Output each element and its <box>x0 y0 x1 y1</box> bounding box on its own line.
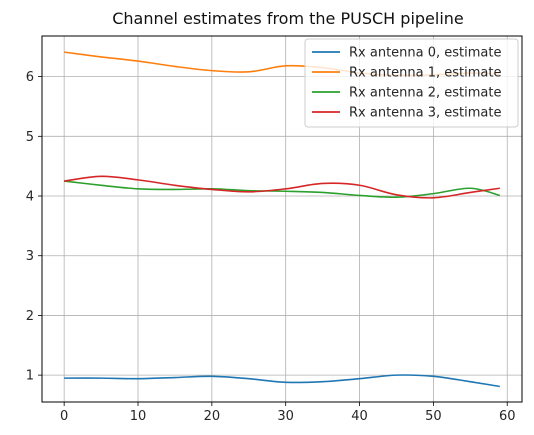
legend-label: Rx antenna 2, estimate <box>349 86 501 101</box>
y-tick-label: 1 <box>26 369 34 384</box>
y-tick-label: 3 <box>26 249 34 264</box>
x-tick-label: 40 <box>351 409 368 424</box>
y-tick-label: 2 <box>26 309 34 324</box>
x-tick-label: 0 <box>60 409 68 424</box>
legend-label: Rx antenna 1, estimate <box>349 66 501 81</box>
x-tick-label: 60 <box>499 409 516 424</box>
x-tick-label: 10 <box>130 409 147 424</box>
axis-ticks: 0 10 20 30 40 50 60 1 2 3 4 5 6 <box>26 70 516 424</box>
x-tick-label: 50 <box>425 409 442 424</box>
series-line-rx-antenna-2 <box>64 180 501 199</box>
grid <box>42 36 522 402</box>
x-tick-label: 20 <box>204 409 221 424</box>
legend-label: Rx antenna 0, estimate <box>349 46 501 61</box>
y-tick-label: 4 <box>26 190 34 205</box>
y-tick-label: 6 <box>26 70 34 85</box>
y-tick-label: 5 <box>26 130 34 145</box>
series-line-rx-antenna-0 <box>64 374 500 388</box>
plot-area-frame <box>41 35 523 403</box>
legend-label: Rx antenna 3, estimate <box>349 106 501 121</box>
chart-title: Channel estimates from the PUSCH pipelin… <box>112 9 464 28</box>
x-tick-label: 30 <box>277 409 294 424</box>
series-line-rx-antenna-3 <box>64 175 500 199</box>
legend-box <box>304 38 519 128</box>
legend: Rx antenna 0, estimate Rx antenna 1, esti… <box>304 38 519 128</box>
